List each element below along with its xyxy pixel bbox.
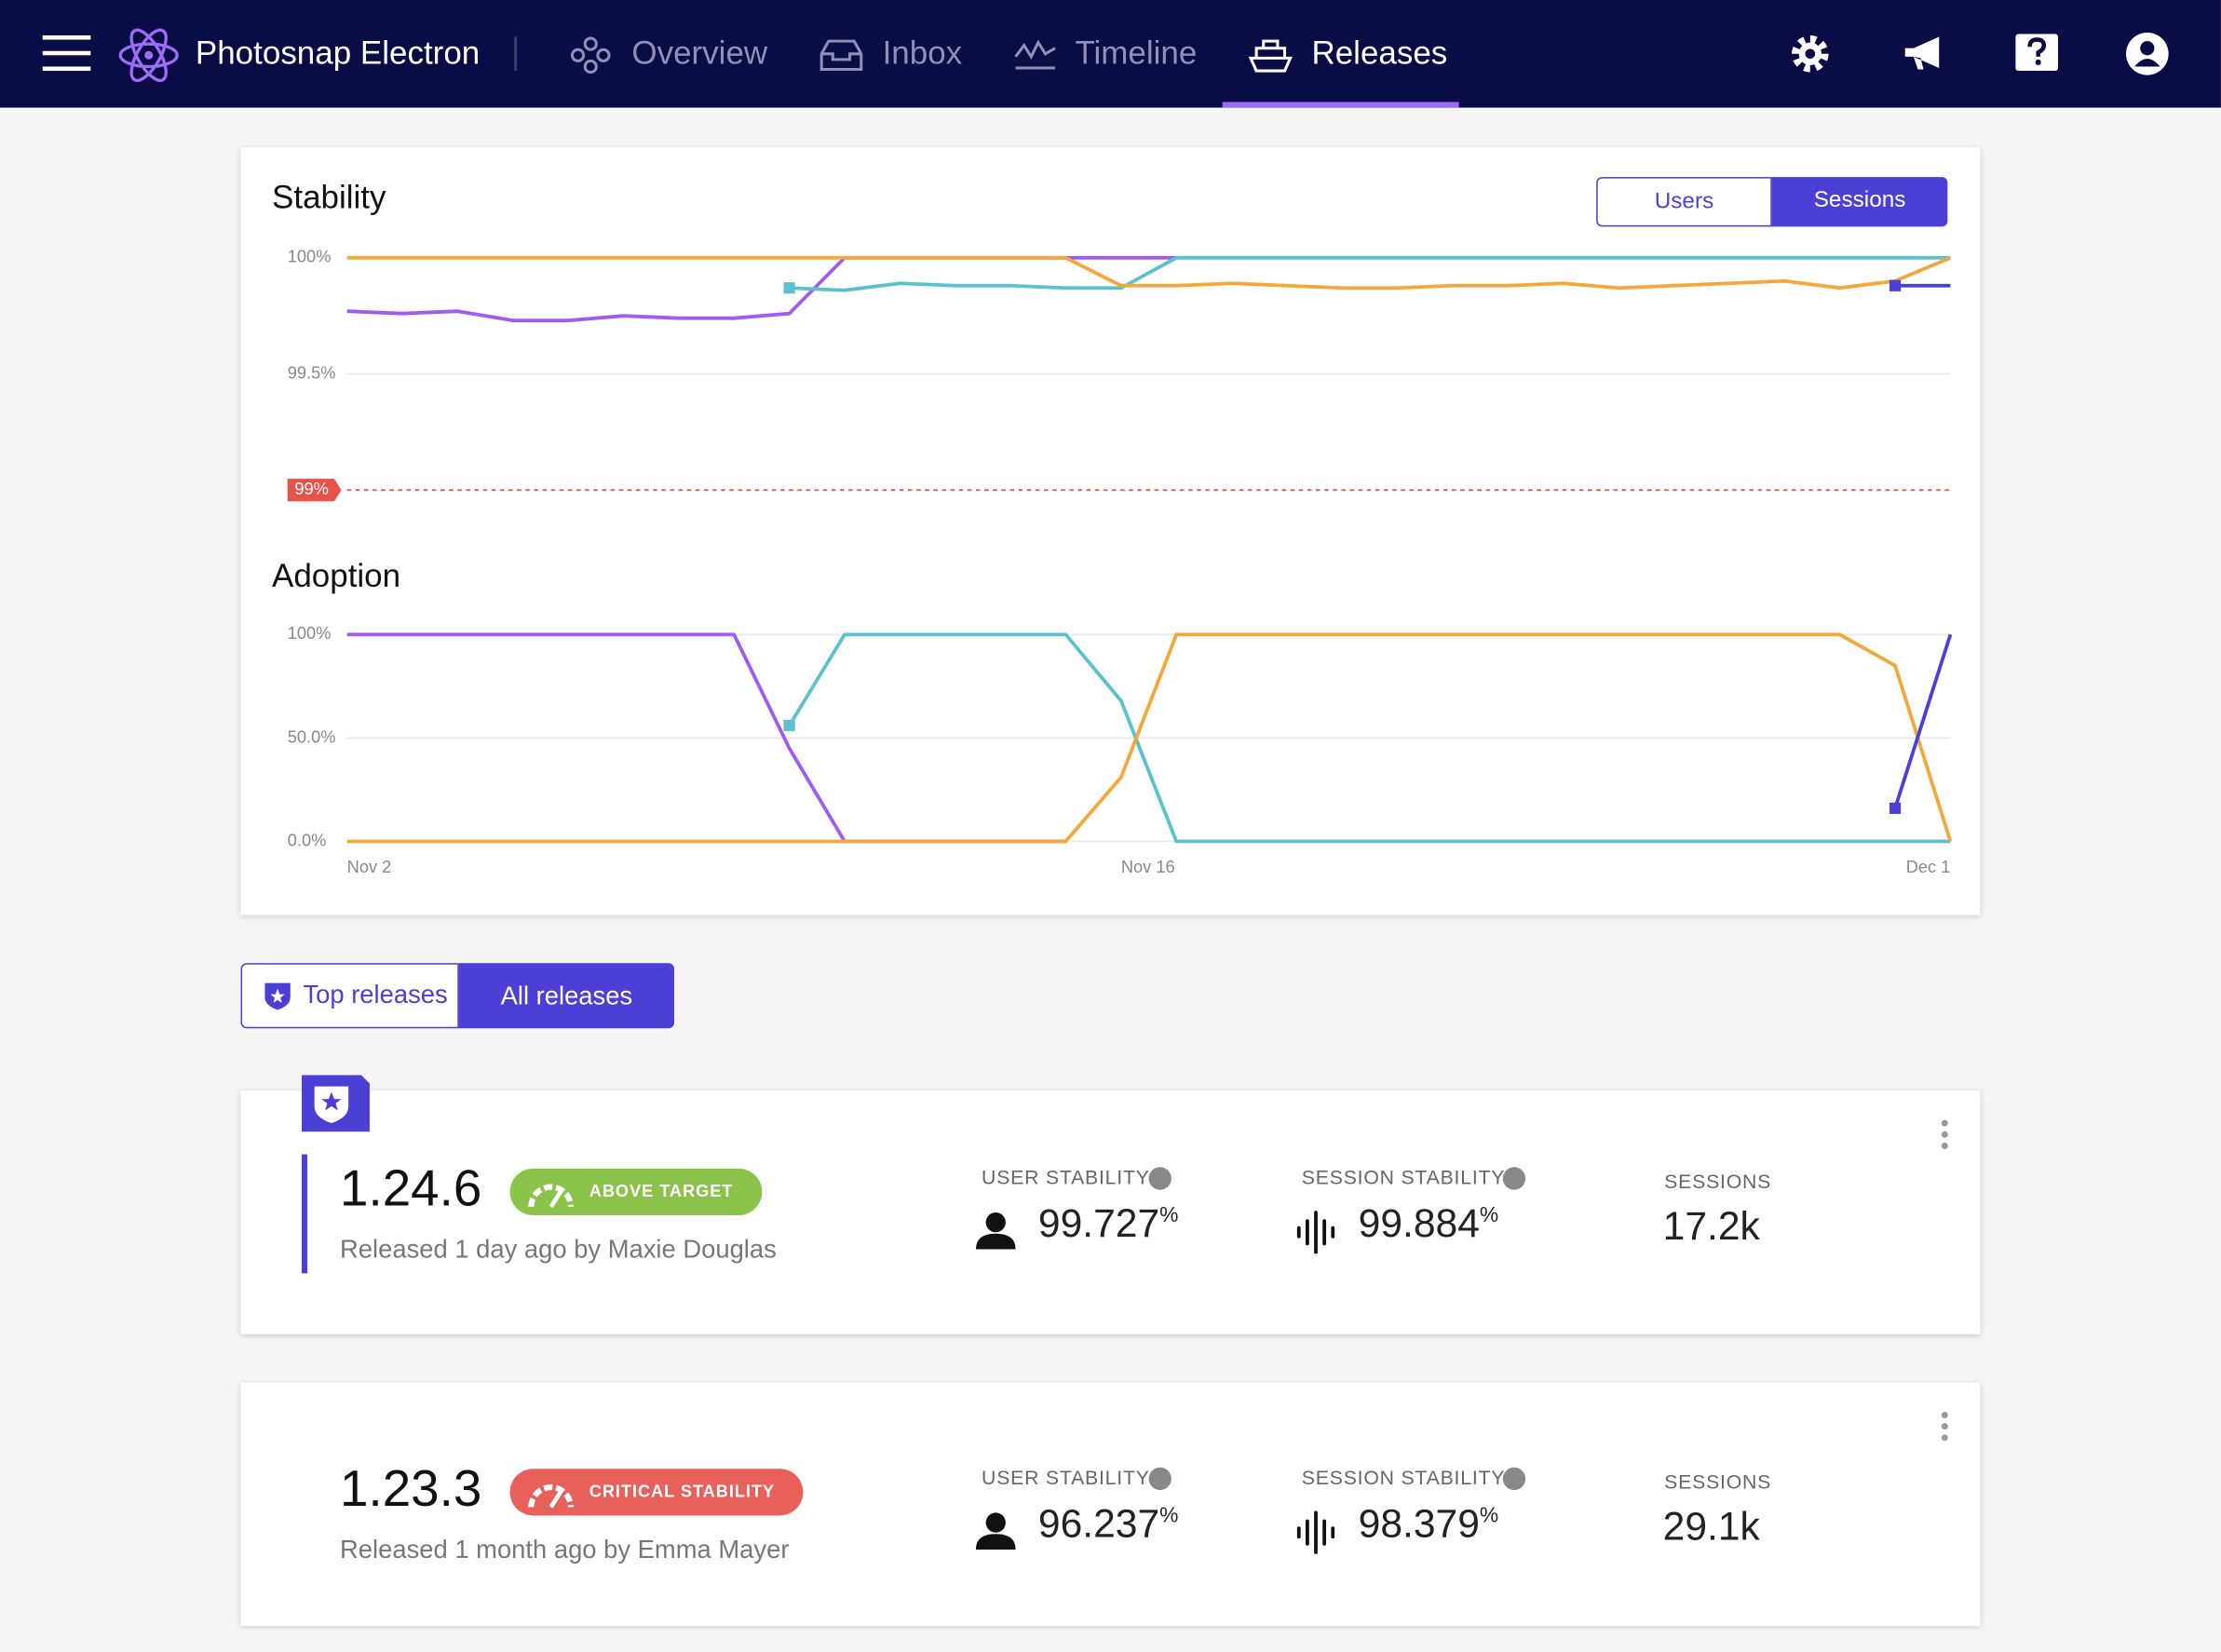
all-releases-button[interactable]: All releases: [458, 963, 674, 1029]
nav-item[interactable]: Releases: [1311, 34, 1448, 72]
session-icon: [1296, 1510, 1335, 1554]
sessions-value: 17.2k: [1662, 1203, 1760, 1249]
user-stability-label: USER STABILITY: [982, 1165, 1150, 1189]
gauge-icon: [528, 1184, 575, 1209]
charts: Stability 99.5% 100% 99% Adoption 0.0% 50.0% 10…: [272, 180, 1953, 876]
unit: %: [1159, 1503, 1179, 1528]
help-dot: [1502, 1167, 1526, 1190]
logo: [118, 28, 179, 83]
sessions-label: SESSIONS: [1664, 1469, 1772, 1494]
status-badge: CRITICAL STABILITY: [509, 1469, 804, 1516]
divider: [514, 36, 518, 72]
threshold-tag: [287, 479, 342, 502]
release-card: 1.23.3 CRITICAL STABILITY Released 1 month…: [240, 1382, 1981, 1627]
x-tick-label: Nov 16: [1121, 857, 1175, 876]
session-stability-value: 98.379%: [1358, 1501, 1499, 1546]
release-card: 1.24.6 ABOVE TARGET Released 1 day ago by …: [240, 1075, 1981, 1334]
overview-icon: [570, 36, 611, 74]
help-dot: [1148, 1467, 1171, 1491]
release-info: Released 1 day ago by Maxie Douglas: [340, 1235, 777, 1264]
unit: %: [1479, 1503, 1499, 1528]
timeline-icon: [1014, 39, 1056, 70]
inbox-icon: [819, 39, 863, 72]
series-line: [789, 255, 1951, 292]
threshold-label: 99%: [294, 479, 329, 498]
series-line: [346, 632, 1953, 844]
session-stability-value: 99.884%: [1358, 1200, 1499, 1245]
sessions-label: SESSIONS: [1664, 1170, 1772, 1193]
unit: %: [1159, 1203, 1179, 1228]
user-icon: [975, 1212, 1016, 1250]
nav-item[interactable]: Overview: [631, 34, 768, 72]
release-version: 1.23.3: [340, 1458, 482, 1517]
announce-icon[interactable]: [1901, 31, 1946, 76]
top-release-ribbon: [301, 1075, 370, 1132]
release-highlight-bar: [301, 1154, 308, 1274]
more-menu: [1941, 1411, 1948, 1442]
session-icon: [1296, 1211, 1335, 1254]
y-tick-label: 100%: [288, 623, 332, 643]
top-nav: Photosnap Electron Overview Inbox Timeli…: [0, 0, 2221, 108]
series-line: [1893, 633, 1953, 809]
session-stability-label: SESSION STABILITY: [1301, 1466, 1506, 1489]
y-tick-label: 50.0%: [288, 726, 336, 746]
user-stability-value: 99.727%: [1037, 1200, 1179, 1245]
help-dot: [1148, 1167, 1171, 1190]
user-stability-value: 96.237%: [1037, 1501, 1179, 1546]
sessions-value: 29.1k: [1662, 1504, 1760, 1549]
chart-title: Stability: [272, 180, 386, 216]
nav-item[interactable]: Inbox: [882, 34, 963, 72]
session-stability-label: SESSION STABILITY: [1301, 1165, 1506, 1189]
releases-icon: [1248, 39, 1293, 73]
y-tick-label: 100%: [288, 247, 332, 266]
shield-icon: [264, 982, 291, 1010]
nav-item[interactable]: Timeline: [1075, 34, 1198, 72]
more-menu: [1941, 1119, 1948, 1149]
account-icon[interactable]: [2125, 31, 2171, 76]
gauge-icon: [528, 1484, 575, 1509]
x-tick-label: Nov 2: [347, 857, 392, 876]
release-info: Released 1 month ago by Emma Mayer: [340, 1535, 790, 1564]
settings-icon[interactable]: [1788, 31, 1834, 76]
toggle-users[interactable]: Users: [1596, 177, 1772, 227]
series-line: [346, 255, 1952, 291]
active-indicator: [1222, 102, 1459, 108]
unit: %: [1479, 1203, 1499, 1228]
help-icon[interactable]: [2014, 31, 2060, 76]
chart-title: Adoption: [272, 558, 400, 594]
toggle-sessions[interactable]: Sessions: [1771, 177, 1948, 227]
y-tick-label: 0.0%: [288, 830, 327, 849]
series-line: [787, 632, 1951, 844]
x-tick-label: Dec 1: [1906, 857, 1951, 876]
user-stability-label: USER STABILITY: [982, 1466, 1150, 1489]
user-icon: [975, 1512, 1016, 1550]
menu-icon[interactable]: [42, 31, 100, 79]
help-dot: [1502, 1467, 1526, 1491]
status-badge: ABOVE TARGET: [509, 1168, 762, 1216]
release-version: 1.24.6: [340, 1158, 482, 1217]
app-name: Photosnap Electron: [195, 34, 481, 72]
y-tick-label: 99.5%: [288, 362, 336, 382]
